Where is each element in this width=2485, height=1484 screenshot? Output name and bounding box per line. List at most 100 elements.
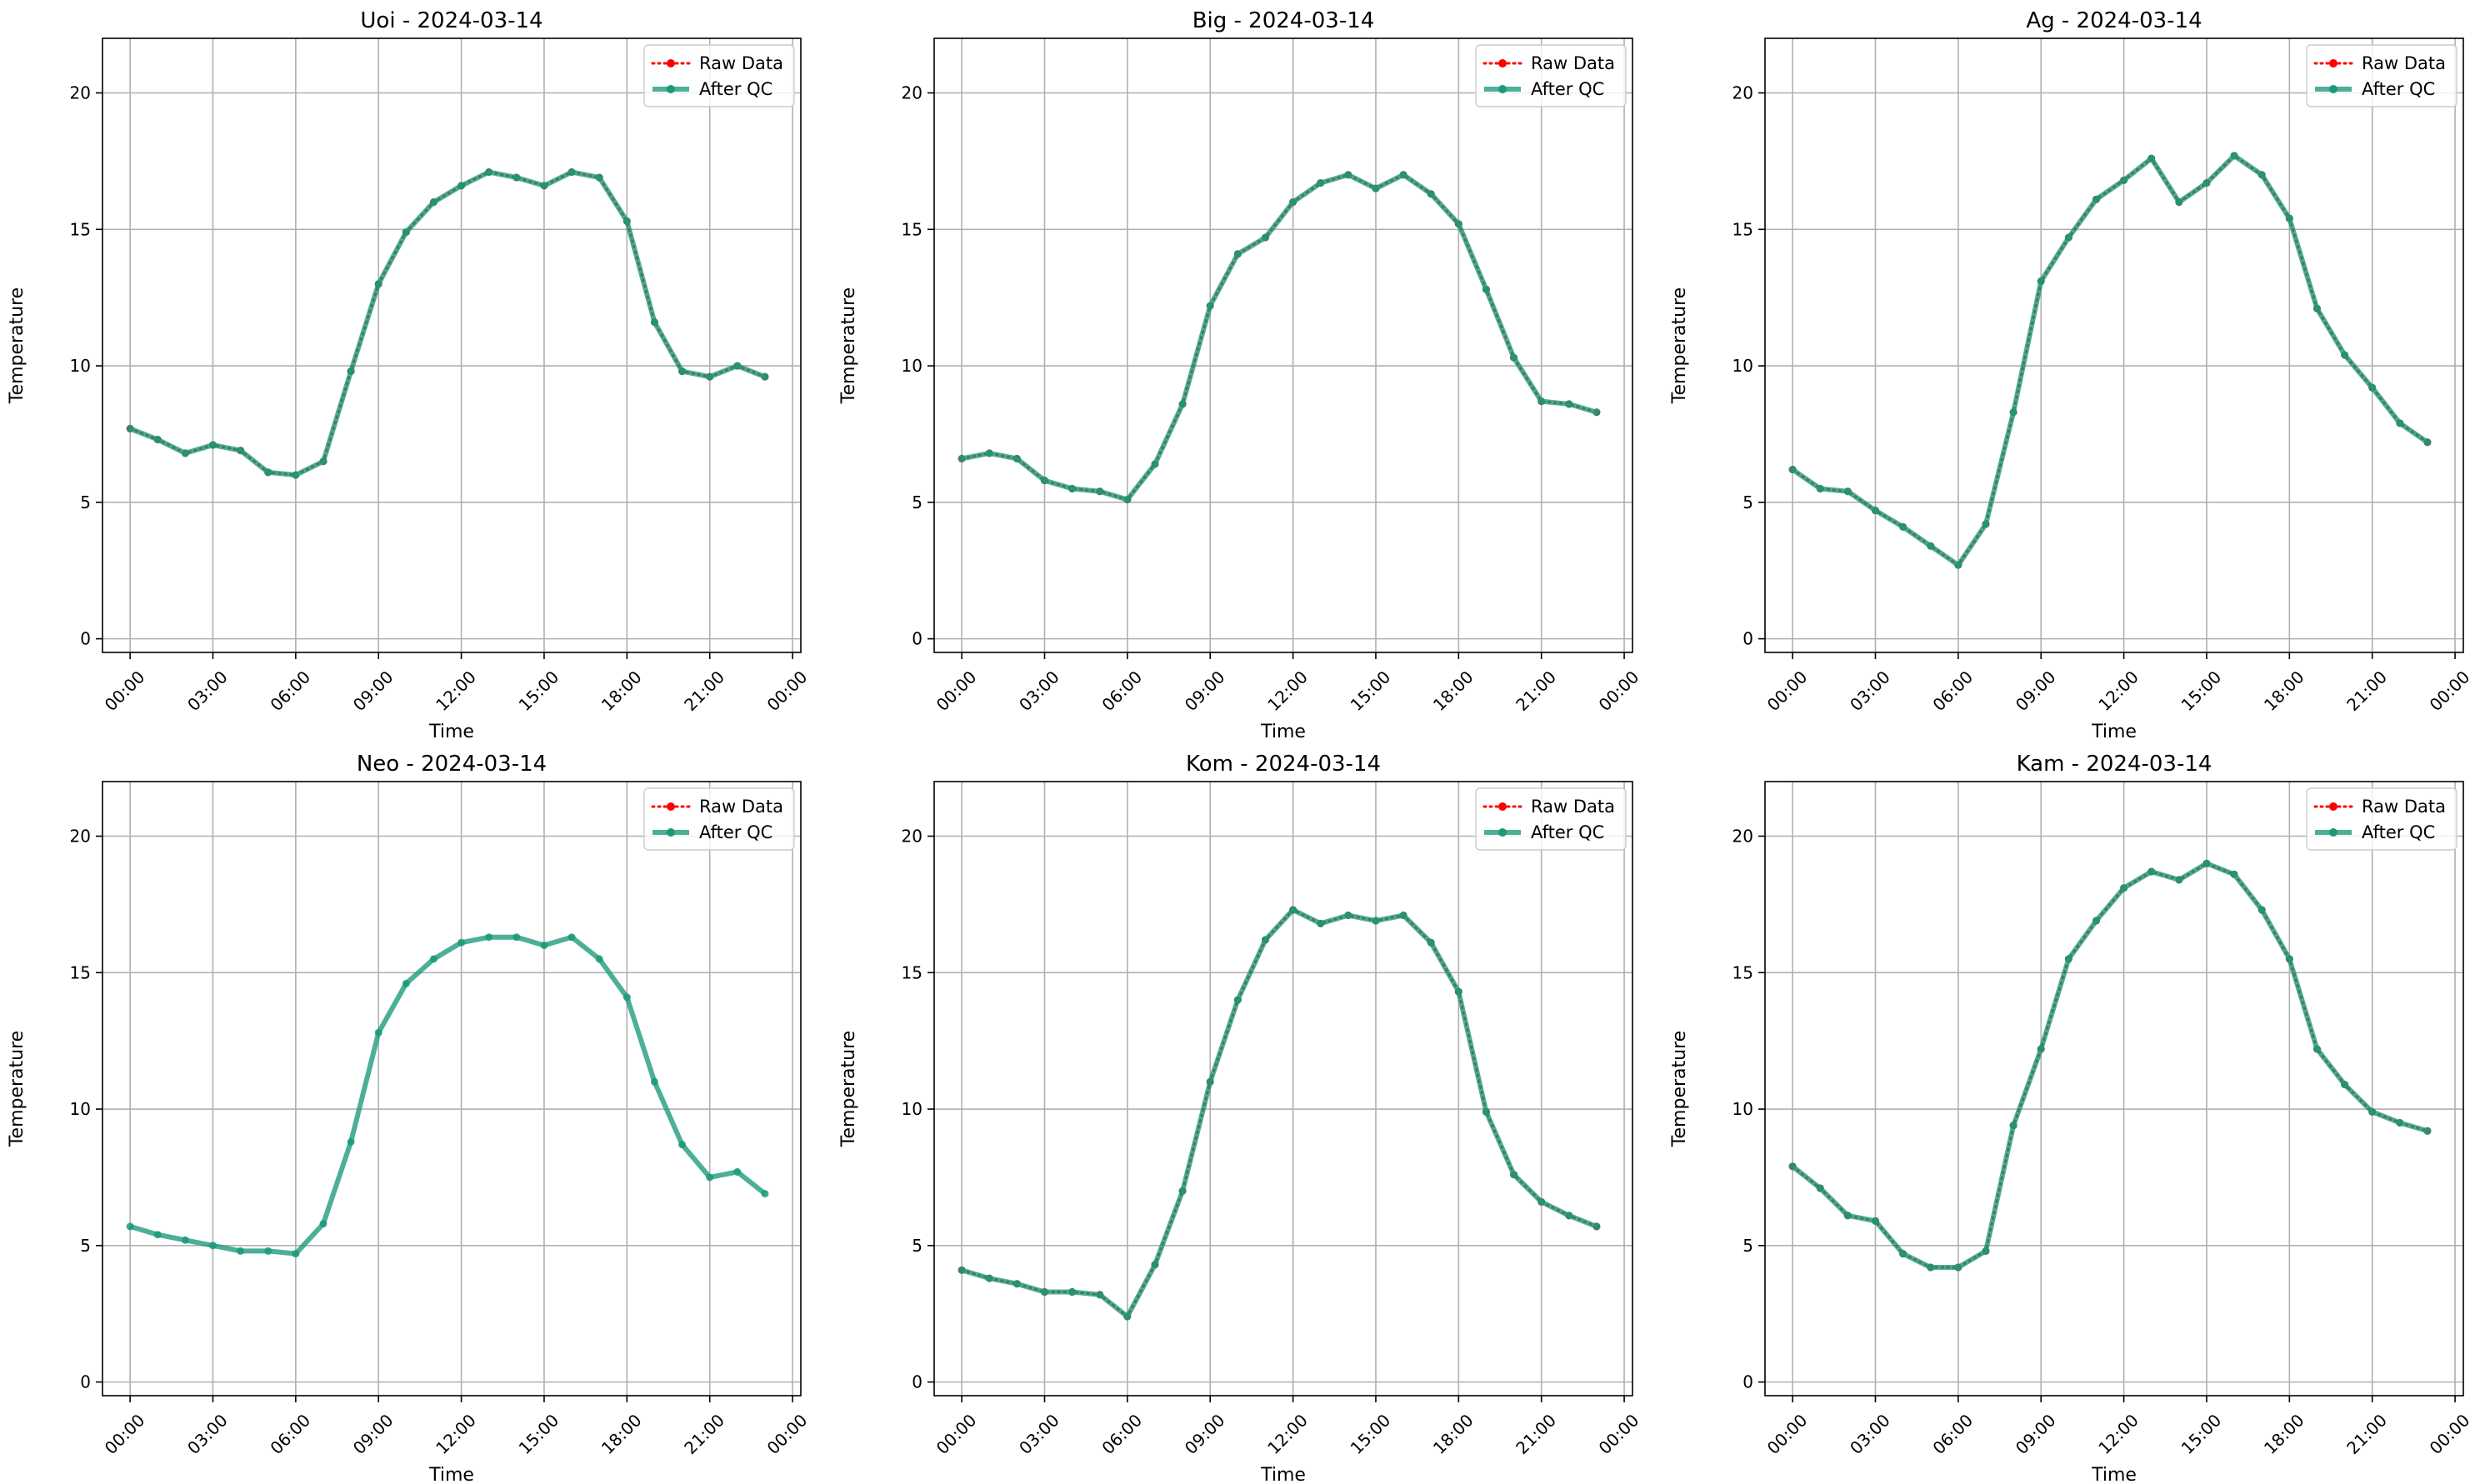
- x-tick-label: 12:00: [1263, 1410, 1312, 1458]
- series-line-raw: [960, 908, 1598, 1319]
- qc-data-point: [429, 198, 438, 207]
- legend: Raw Data After QC: [2306, 787, 2458, 851]
- x-tick-label: 03:00: [1846, 1410, 1894, 1458]
- qc-data-point: [153, 1231, 162, 1239]
- qc-data-point: [2258, 906, 2266, 914]
- qc-data-point: [2285, 955, 2293, 963]
- panel-title: Uoi - 2024-03-14: [360, 8, 542, 33]
- qc-data-point: [678, 367, 687, 376]
- qc-data-point: [1096, 1291, 1104, 1299]
- y-tick-label: 15: [70, 219, 91, 239]
- chart-panel: 0 5 10 15 20 00:00 03:00 06:00 09:00 12:00 15:00 18…: [838, 752, 1642, 1484]
- qc-data-point: [2396, 419, 2404, 427]
- series-line-raw: [128, 170, 767, 477]
- y-tick-label: 20: [70, 83, 91, 103]
- x-tick-label: 00:00: [2426, 667, 2474, 715]
- qc-data-point: [985, 1274, 993, 1282]
- series-line-raw: [1791, 153, 2429, 567]
- qc-data-point: [2037, 277, 2045, 286]
- qc-data-point: [208, 441, 217, 449]
- x-tick-label: 00:00: [1595, 1410, 1643, 1458]
- x-tick-label: 03:00: [183, 667, 232, 715]
- plot-frame: [102, 781, 802, 1397]
- series-line-qc: [129, 934, 767, 1257]
- x-tick-label: 15:00: [515, 1410, 563, 1458]
- legend-label: After QC: [1531, 79, 1604, 99]
- qc-data-point: [1261, 936, 1269, 944]
- x-tick-label: 09:00: [1181, 1410, 1229, 1458]
- x-tick-label: 18:00: [2260, 1410, 2308, 1458]
- y-axis-label: Temperature: [838, 287, 859, 404]
- qc-data-point: [706, 1173, 714, 1182]
- x-tick-label: 21:00: [680, 667, 728, 715]
- series-line-qc: [961, 907, 1598, 1320]
- y-tick-label: 20: [1732, 827, 1753, 847]
- x-tick-label: 18:00: [598, 1410, 646, 1458]
- qc-data-point: [1454, 987, 1462, 996]
- qc-data-point: [1454, 220, 1462, 228]
- x-tick-label: 09:00: [349, 667, 398, 715]
- qc-data-point: [958, 454, 966, 462]
- qc-data-point: [2120, 176, 2128, 184]
- qc-data-point: [1565, 400, 1573, 408]
- qc-data-point: [1982, 520, 1990, 528]
- qc-data-point: [153, 436, 162, 444]
- y-axis-label: Temperature: [7, 1031, 28, 1147]
- qc-data-point: [678, 1141, 687, 1149]
- x-tick-label: 03:00: [1015, 1410, 1063, 1458]
- qc-data-point: [1178, 400, 1187, 408]
- qc-data-point: [126, 1222, 134, 1231]
- y-tick-label: 0: [80, 1372, 91, 1392]
- y-tick-label: 10: [70, 1099, 91, 1119]
- y-tick-label: 20: [1732, 83, 1753, 103]
- qc-data-point: [292, 1250, 300, 1258]
- x-tick-label: 03:00: [1015, 667, 1063, 715]
- qc-data-point: [2175, 198, 2183, 207]
- qc-data-point: [1233, 250, 1242, 258]
- qc-data-point: [1317, 919, 1325, 927]
- qc-data-point: [2092, 195, 2100, 203]
- series-line-qc: [1791, 152, 2429, 568]
- qc-data-point: [512, 933, 521, 942]
- qc-data-point: [402, 979, 410, 987]
- legend-label: After QC: [2362, 822, 2435, 842]
- x-tick-label: 06:00: [1928, 667, 1977, 715]
- y-tick-label: 0: [912, 1372, 922, 1392]
- legend-marker-qc: [2329, 85, 2338, 93]
- qc-data-point: [2230, 152, 2238, 160]
- qc-data-point: [2396, 1118, 2404, 1127]
- qc-data-point: [2120, 884, 2128, 892]
- qc-data-point: [264, 1247, 272, 1255]
- legend: Raw Data After QC: [2306, 44, 2458, 107]
- qc-data-point: [1538, 397, 1546, 406]
- y-tick-label: 20: [70, 827, 91, 847]
- x-tick-label: 09:00: [2012, 667, 2060, 715]
- x-tick-label: 06:00: [1098, 667, 1146, 715]
- qc-data-point: [1261, 233, 1269, 242]
- legend-marker-raw: [2329, 802, 2338, 811]
- x-tick-label: 15:00: [2178, 667, 2226, 715]
- qc-data-point: [540, 182, 548, 190]
- x-tick-label: 18:00: [598, 667, 646, 715]
- y-tick-label: 5: [912, 492, 922, 512]
- legend-marker-raw: [2329, 59, 2338, 67]
- legend-marker-qc: [1498, 828, 1507, 837]
- chart-panel: 0 5 10 15 20 00:00 03:00 06:00 09:00 12:00 15:00 18…: [838, 8, 1642, 742]
- panel-title: Kom - 2024-03-14: [1186, 752, 1381, 777]
- qc-data-point: [2341, 1081, 2349, 1089]
- qc-data-point: [1871, 507, 1879, 515]
- qc-data-point: [2423, 1127, 2432, 1135]
- y-axis-label: Temperature: [838, 1031, 859, 1147]
- x-tick-label: 21:00: [1512, 667, 1560, 715]
- x-tick-label: 12:00: [2094, 1410, 2142, 1458]
- qc-data-point: [1040, 1288, 1048, 1297]
- qc-data-point: [1592, 1222, 1601, 1231]
- y-tick-label: 5: [1742, 1236, 1753, 1256]
- qc-data-point: [1344, 912, 1352, 920]
- x-tick-label: 09:00: [349, 1410, 398, 1458]
- x-tick-label: 03:00: [1846, 667, 1894, 715]
- qc-data-point: [237, 447, 245, 455]
- qc-data-point: [402, 228, 410, 237]
- qc-data-point: [292, 471, 300, 479]
- x-tick-label: 15:00: [515, 667, 563, 715]
